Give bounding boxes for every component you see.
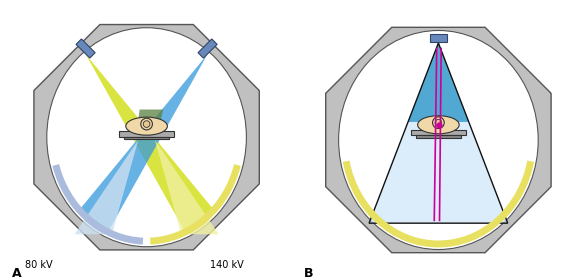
Circle shape	[432, 117, 444, 129]
Text: 80 kV: 80 kV	[25, 260, 52, 270]
Polygon shape	[198, 39, 217, 58]
Polygon shape	[326, 27, 551, 253]
Text: B: B	[304, 267, 314, 280]
Polygon shape	[369, 122, 508, 223]
Text: 140 kV: 140 kV	[211, 260, 244, 270]
Polygon shape	[125, 137, 169, 139]
Polygon shape	[136, 109, 163, 139]
Polygon shape	[408, 43, 469, 122]
Polygon shape	[76, 39, 95, 58]
Ellipse shape	[418, 116, 459, 134]
Polygon shape	[155, 140, 219, 234]
Polygon shape	[85, 54, 214, 230]
Polygon shape	[79, 54, 208, 230]
Polygon shape	[74, 140, 138, 234]
Polygon shape	[430, 34, 447, 42]
Ellipse shape	[47, 28, 246, 247]
Ellipse shape	[339, 31, 538, 249]
Ellipse shape	[126, 117, 167, 135]
Polygon shape	[416, 135, 460, 138]
Circle shape	[141, 118, 153, 130]
Text: A: A	[12, 267, 22, 280]
Polygon shape	[34, 25, 259, 250]
Polygon shape	[119, 131, 174, 137]
Circle shape	[143, 121, 150, 127]
Polygon shape	[411, 130, 466, 135]
Circle shape	[435, 119, 442, 126]
